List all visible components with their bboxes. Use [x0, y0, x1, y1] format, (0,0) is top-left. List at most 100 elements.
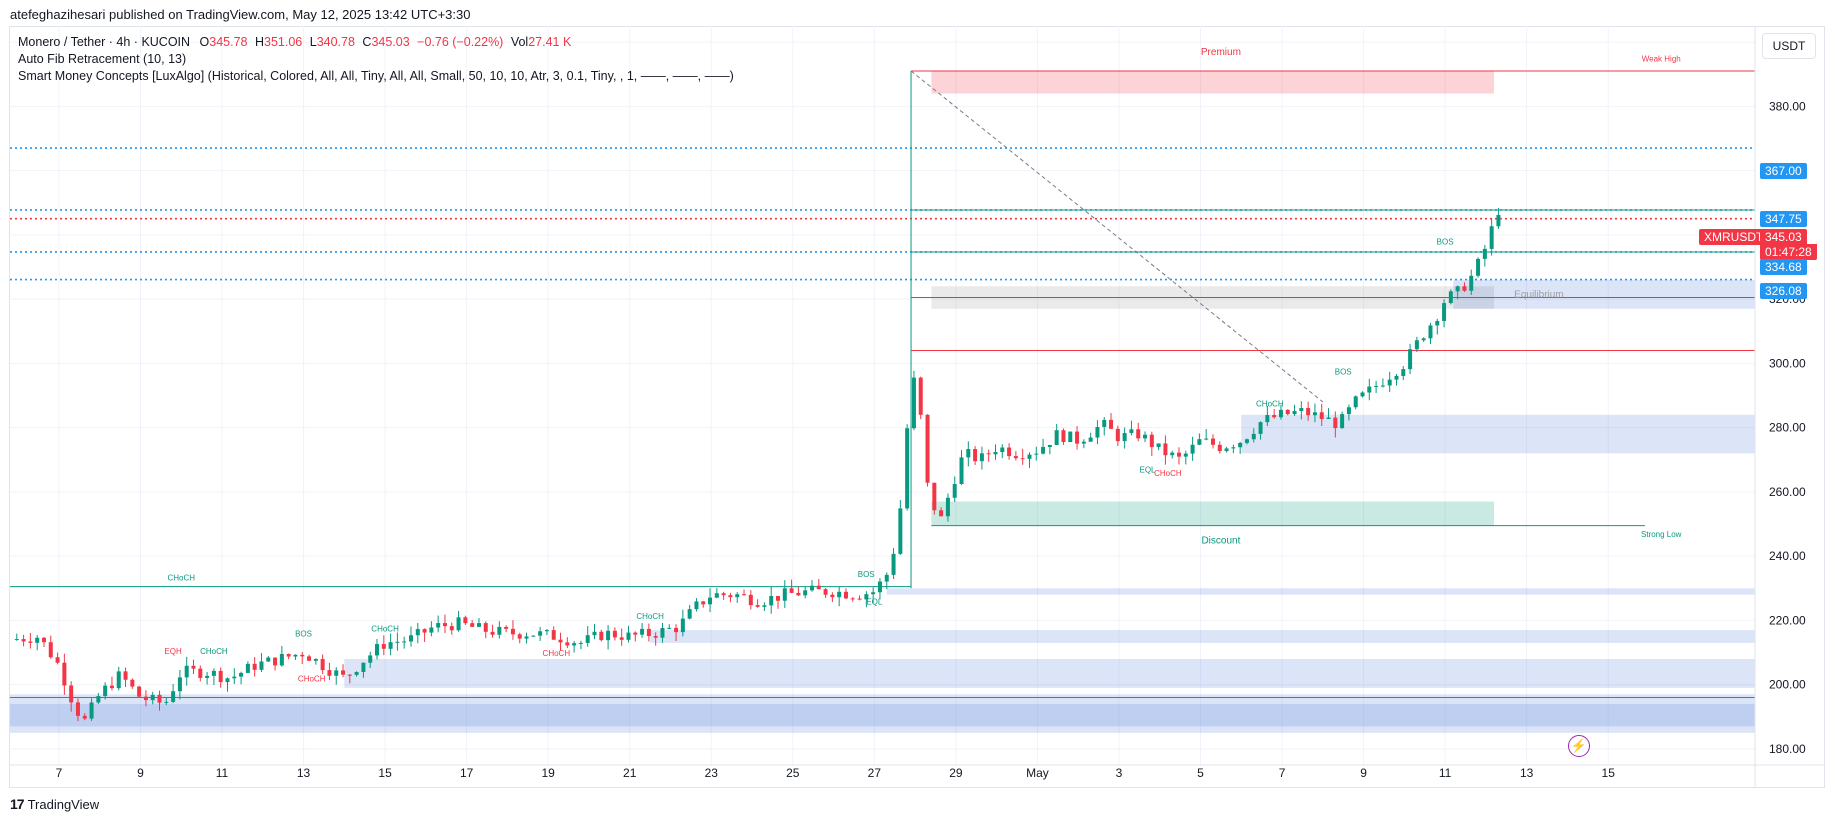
candle-body [1448, 291, 1453, 304]
candle-body [1258, 422, 1263, 434]
candle-body [973, 449, 978, 462]
candle-body [1217, 444, 1222, 452]
candle-body [476, 623, 481, 627]
zone-discount [931, 501, 1495, 526]
candle-body [470, 623, 475, 627]
x-tick-label: 23 [705, 766, 719, 780]
candle-body [28, 641, 33, 643]
candle-body [674, 627, 679, 633]
indicator-fib[interactable]: Auto Fib Retracement (10, 13) [18, 52, 187, 66]
y-tick-label: 180.00 [1769, 742, 1806, 756]
high-label: H [255, 35, 265, 49]
smc-label: CHoCH [543, 649, 571, 658]
smc-label: CHoCH [200, 647, 228, 656]
currency-selector[interactable]: USDT [1762, 33, 1816, 59]
zone-premium [931, 70, 1495, 94]
candle-body [1421, 338, 1426, 341]
candle-body [259, 661, 264, 670]
candle-body [1387, 379, 1392, 386]
candle-body [538, 631, 543, 636]
time-axis[interactable]: 7 9 11 13 15 17 19 21 23 25 27 29 May 3 5 7 9 11 13 15 [10, 764, 1825, 780]
candle-body [796, 592, 801, 596]
price-axis[interactable]: 180.00 200.00 220.00 240.00 260.00 280.00 300.… [1754, 26, 1806, 787]
candle-body [993, 452, 998, 455]
candle-body [1469, 275, 1474, 291]
smc-labels: Premium Weak High Equilibrium Discount Stron… [164, 47, 1681, 684]
close-value: 345.03 [371, 35, 410, 49]
zone-ob [10, 703, 1755, 727]
candle-body [21, 639, 26, 642]
candle-body [395, 641, 400, 643]
smc-label: CHoCH [636, 612, 664, 621]
candle-body [103, 685, 108, 697]
smc-label: CHoCH [167, 573, 195, 582]
candle-body [347, 674, 352, 676]
smc-label: CHoCH [1256, 400, 1284, 409]
candle-body [782, 588, 787, 601]
candle-body [408, 635, 413, 642]
candle-body [877, 581, 882, 593]
candle-body [544, 630, 549, 632]
chart-pane[interactable] [9, 26, 1825, 788]
candle-body [1319, 412, 1324, 419]
candle-body [429, 627, 434, 633]
candle-body [1462, 286, 1467, 291]
candle-body [211, 670, 216, 676]
candle-body [177, 677, 182, 692]
y-tick-label: 220.00 [1769, 613, 1806, 627]
low-label: L [309, 35, 317, 49]
candle-body [1088, 437, 1093, 442]
candle-body [1380, 385, 1385, 387]
candle-body [966, 449, 971, 458]
tradingview-logo[interactable]: 17 TradingView [10, 796, 99, 812]
smc-label: Equilibrium [1514, 290, 1563, 301]
indicator-smc[interactable]: Smart Money Concepts [LuxAlgo] (Historic… [18, 69, 734, 83]
candle-body [1360, 392, 1365, 397]
candle-body [1265, 415, 1270, 423]
candle-body [952, 484, 957, 498]
legend-symbol-row[interactable]: Monero / Tether · 4h · KUCOIN O345.78 H3… [18, 34, 734, 51]
candle-body [1122, 433, 1127, 442]
smc-label: Weak High [1642, 54, 1681, 63]
candle-body [82, 715, 87, 719]
candle-body [171, 691, 176, 702]
candle-body [327, 670, 332, 676]
symbol-label[interactable]: Monero / Tether · 4h · KUCOIN [18, 35, 191, 49]
candle-body [1244, 439, 1249, 443]
candle-body [687, 609, 692, 619]
candle-body [143, 696, 148, 701]
last-price-tag: 345.03 [1760, 229, 1807, 245]
candle-body [497, 626, 502, 635]
candle-body [694, 601, 699, 610]
candle-body [286, 653, 291, 657]
candle-body [307, 656, 312, 661]
candle-body [1374, 386, 1379, 388]
x-tick-label: 5 [1197, 766, 1204, 780]
candle-body [184, 665, 189, 678]
candle-body [1401, 369, 1406, 376]
candle-body [524, 636, 529, 639]
candle-body [1163, 443, 1168, 456]
candle-body [884, 574, 889, 582]
y-tick-label: 280.00 [1769, 421, 1806, 435]
candle-body [1278, 409, 1283, 418]
candle-body [123, 671, 128, 680]
candle-body [157, 694, 162, 703]
candle-body [1149, 434, 1154, 448]
candle-body [1231, 447, 1236, 449]
candle-body [626, 632, 631, 640]
candle-body [463, 617, 468, 624]
candle-body [701, 601, 706, 605]
candle-body [830, 594, 835, 598]
candle-body [14, 639, 19, 641]
price-tag-347: 347.75 [1760, 211, 1807, 227]
lightning-icon[interactable]: ⚡ [1568, 735, 1590, 757]
candle-body [245, 663, 250, 673]
candle-body [667, 627, 672, 629]
candle-body [1476, 258, 1481, 276]
candle-body [531, 635, 536, 637]
candle-body [1177, 452, 1182, 457]
candle-body [558, 639, 563, 643]
smc-label: BOS [1335, 368, 1352, 377]
